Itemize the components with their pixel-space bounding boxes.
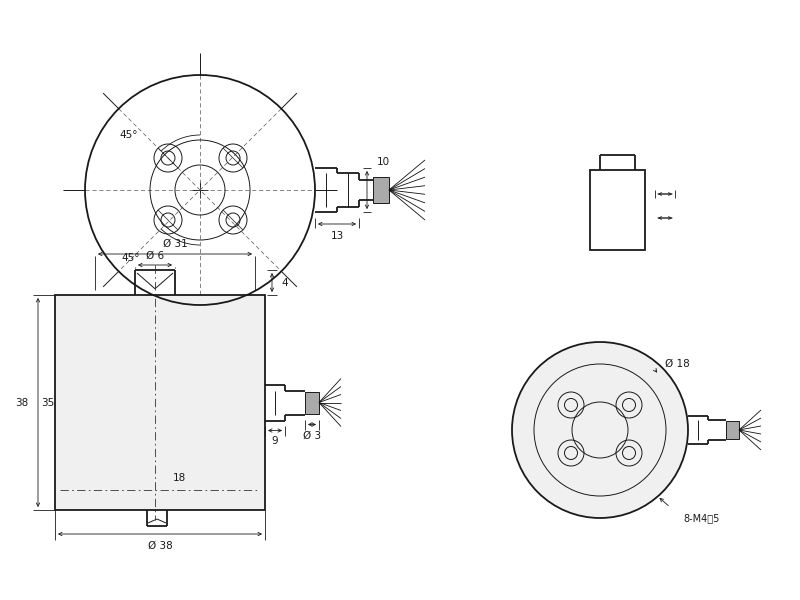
Text: 13: 13 — [330, 231, 344, 241]
Text: 8-M4淲5: 8-M4淲5 — [683, 514, 720, 524]
Text: Ø 6: Ø 6 — [146, 251, 164, 261]
Text: 18: 18 — [173, 473, 186, 483]
Text: 35: 35 — [41, 397, 54, 407]
Bar — [305, 391, 319, 413]
Bar — [590, 170, 645, 250]
Text: Ø 38: Ø 38 — [148, 541, 172, 551]
Text: 45°: 45° — [122, 253, 140, 263]
Circle shape — [512, 342, 688, 518]
Text: 10: 10 — [377, 157, 390, 167]
Text: Ø 18: Ø 18 — [665, 359, 690, 369]
Text: 9: 9 — [272, 437, 278, 446]
Text: 4: 4 — [281, 277, 288, 287]
Bar — [726, 421, 739, 439]
Text: Ø 3: Ø 3 — [303, 431, 321, 440]
Text: 45°: 45° — [119, 130, 138, 140]
Bar — [373, 177, 389, 203]
Bar — [55, 295, 265, 510]
Text: 38: 38 — [14, 397, 28, 407]
Text: Ø 31: Ø 31 — [162, 239, 187, 249]
